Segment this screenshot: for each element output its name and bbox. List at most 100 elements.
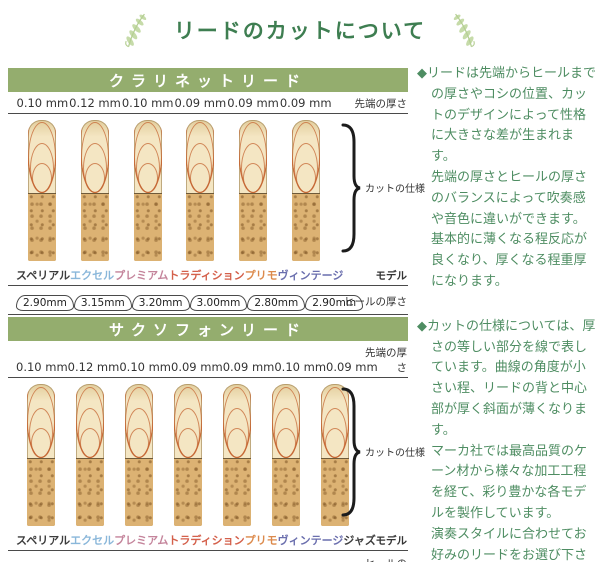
section-clarinet-reeds: クラリネットリード 0.10 mm 0.12 mm 0.10 mm 0.09 mm 0.… [8,68,425,315]
heel-cell: 3.20mm [131,291,190,311]
model-row: スペリアル エクセル プレミアム トラディション プリモ ヴィンテージ ジャズ モデル [8,532,408,551]
reed-bark [186,193,215,261]
reed-illustrations-row: カットの仕様 [8,384,425,528]
reed-illustration [186,120,215,261]
reed-column [16,120,69,263]
reed-column [121,120,174,263]
tip-thickness-value: 0.09 mm [227,96,279,110]
cut-contour-line [79,427,100,458]
reed-illustration [223,384,252,526]
reed-column [262,384,311,528]
cut-contour-line [128,427,149,458]
reed-illustration [26,384,55,526]
cut-contour-line [276,427,297,458]
brace-icon [341,387,361,517]
reed-illustration [173,384,202,526]
tip-values: 0.10 mm 0.12 mm 0.10 mm 0.09 mm 0.09 mm 0.09 … [8,96,332,113]
reed-column [69,120,122,263]
leaf-decoration-icon [453,13,476,48]
heel-thickness-value: 2.80mm [247,295,306,311]
heel-cell: 2.90mm [16,291,74,311]
reed-column [163,384,212,528]
heel-thickness-label: ヒールの厚さ [344,296,407,308]
model-name: スペリアル [16,534,71,547]
model-name: ヴィンテージ [277,534,344,547]
reed-illustration [28,120,57,261]
heel-cell: 3.15mm [73,291,132,311]
reed-columns [8,384,360,528]
description-column: ◆リードは先端からヒールまでの厚さやコシの位置、カットのデザインによって性格に大… [417,64,596,562]
model-values: スペリアル エクセル プレミアム トラディション プリモ ヴィンテージ [8,267,343,285]
model-name: プリモ [244,269,278,282]
model-name: プリモ [244,534,278,547]
tip-thickness-value: 0.10 mm [16,360,68,374]
reed-illustration [133,120,162,261]
tip-thickness-label: 先端の厚さ [354,98,408,110]
tip-thickness-row: 0.10 mm 0.12 mm 0.10 mm 0.09 mm 0.09 mm 0.09 … [8,92,408,114]
heel-cell: 2.90mm [305,291,364,311]
model-name: トラディション [168,269,245,282]
reed-illustration [272,384,301,526]
reed-column [213,384,262,528]
model-label: モデル [375,270,408,282]
cut-contour-line [177,427,198,458]
reed-bark [28,193,57,261]
model-name: スペリアル [16,269,71,282]
reed-columns [8,120,332,263]
cut-contour-line [85,163,105,194]
tip-values: 0.10 mm 0.12 mm 0.10 mm 0.09 mm 0.09 mm 0.10 … [8,360,378,377]
model-values: スペリアル エクセル プレミアム トラディション プリモ ヴィンテージ ジャズ [8,532,376,550]
cut-contour-line [190,163,211,194]
tip-thickness-value: 0.09 mm [222,360,275,374]
reed-bark [75,457,104,526]
cut-contour-line [325,427,346,458]
tip-thickness-value: 0.12 mm [67,360,120,374]
reed-column [311,384,360,528]
brace-icon [341,123,361,253]
heel-thickness-label: ヒールの厚さ [360,556,408,562]
heel-thickness-value: 2.90mm [16,295,74,311]
reed-bark [291,193,320,261]
tip-thickness-value: 0.09 mm [279,96,332,110]
reed-illustration [291,120,320,261]
tip-thickness-value: 0.10 mm [119,360,172,374]
cut-contour-line [243,163,264,194]
heel-thickness-value: 3.15mm [73,295,132,311]
note-line: マーカ社では最高品質のケーン材から様々な加工工程を経て、彩り豊かな各モデルを製作… [431,443,588,521]
model-name: プレミアム [114,269,169,282]
cut-contour-line [32,163,53,194]
model-name: ジャズ [343,534,376,547]
heel-thickness-value: 3.00mm [189,295,248,311]
model-name: エクセル [70,534,115,547]
section-title-bar: クラリネットリード [8,68,408,92]
reed-bark [124,457,153,526]
model-name: プレミアム [114,534,169,547]
note-cut-spec: ◆カットの仕様については、厚さの等しい部分を線で表しています。曲線の角度が小さい… [417,317,596,562]
note-reed-thickness: ◆リードは先端からヒールまでの厚さやコシの位置、カットのデザインによって性格に大… [417,64,596,293]
note-line: 先端の厚さとヒールの厚さのバランスによって吹奏感や音色に違いができます。基本的に… [431,169,588,289]
cut-contour-line [227,427,248,458]
section-saxophone-reeds: サクソフォンリード 0.10 mm 0.12 mm 0.10 mm 0.09 mm 0.… [8,317,425,562]
heel-thickness-value: 3.20mm [131,295,190,311]
page-title: リードのカットについて [173,19,427,43]
note-line: ◆リードは先端からヒールまでの厚さやコシの位置、カットのデザインによって性格に大… [417,66,596,165]
cut-contour-line [137,163,158,194]
reed-illustration [124,384,153,526]
reed-bark [223,457,252,526]
reed-bark [81,193,109,261]
section-title-bar: サクソフォンリード [8,317,408,341]
tip-thickness-label: 先端の厚さ [365,347,407,374]
reed-column [279,120,332,263]
model-label: モデル [375,535,408,547]
reed-bark [26,457,55,526]
note-line: 演奏スタイルに合わせてお好みのリードをお選び下さい。 [431,526,588,562]
reed-bark [239,193,268,261]
tip-thickness-value: 0.10 mm [274,360,327,374]
reed-column [227,120,280,263]
reed-column [114,384,163,528]
tip-thickness-value: 0.10 mm [121,96,174,110]
model-name: トラディション [168,534,245,547]
reed-illustration [321,384,350,526]
reed-illustration [239,120,268,261]
